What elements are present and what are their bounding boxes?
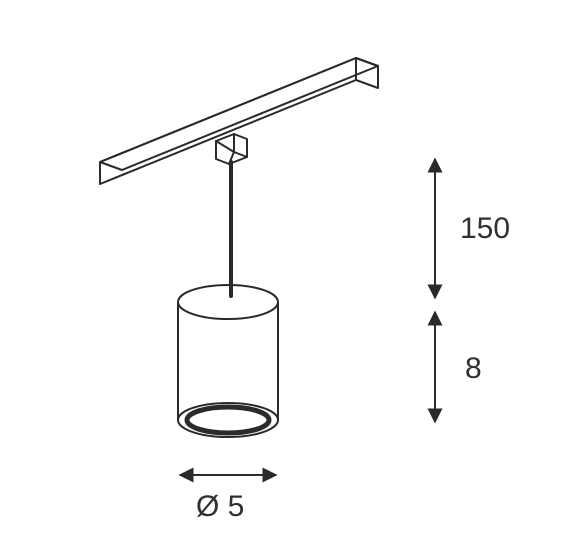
pendant-light-dimension-drawing: 150 8 Ø 5 [0,0,575,543]
rail-connector [216,134,247,164]
track-rail [100,58,378,184]
dim-diameter-label: Ø 5 [196,490,244,523]
dim-cylinder-height-label: 8 [465,352,482,385]
pendant-cylinder [178,285,278,437]
dim-cable-length-label: 150 [460,212,510,245]
